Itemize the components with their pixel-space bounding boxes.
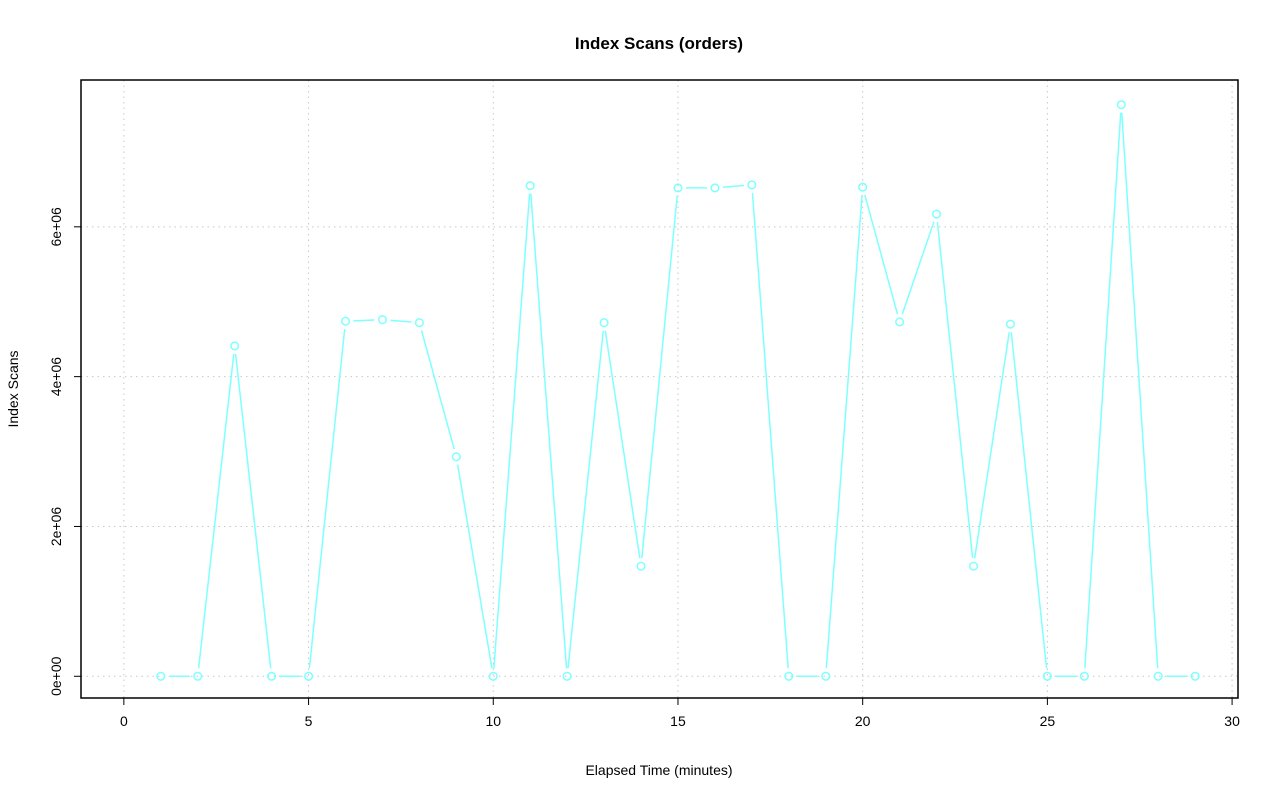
data-point: [340, 316, 351, 326]
series-line-segment: [1084, 112, 1122, 669]
data-point: [1005, 319, 1015, 329]
data-point: [599, 318, 609, 328]
series: [156, 100, 1200, 681]
series-line-segment: [751, 192, 789, 669]
x-tick-label: 20: [855, 713, 871, 729]
x-tick-label: 10: [485, 713, 501, 729]
data-point: [1190, 671, 1200, 681]
y-tick-label: 2e+06: [48, 507, 64, 547]
data-point: [858, 182, 868, 192]
series-line-segment: [973, 331, 1010, 559]
series-line-segment: [197, 353, 235, 669]
data-point: [193, 671, 203, 681]
y-tick-label: 6e+06: [48, 207, 64, 247]
x-tick-label: 0: [120, 713, 128, 729]
plot-frame: [80, 79, 1239, 699]
series-line-segment: [234, 353, 272, 669]
data-point: [895, 317, 905, 327]
data-point: [1153, 671, 1163, 681]
axes: 0 5 10 15 20 25 30 0e+00 2e+06 4e+06 6e+06: [48, 207, 1240, 729]
data-point: [968, 561, 979, 571]
series-line-segment: [420, 330, 455, 450]
series-line-segment: [1010, 332, 1048, 669]
data-point: [230, 341, 240, 351]
y-axis-label: Index Scans: [5, 350, 21, 427]
data-point: [710, 183, 720, 193]
data-point: [525, 181, 535, 191]
series-line-segment: [567, 330, 605, 669]
x-axis-label: Elapsed Time (minutes): [585, 762, 732, 778]
data-point: [156, 671, 166, 681]
y-tick-label: 0e+00: [48, 656, 64, 696]
data-point: [377, 315, 387, 325]
series-line-segment: [604, 330, 641, 559]
grid: [81, 80, 1238, 698]
series-line-segment: [493, 193, 531, 669]
series-line-segment: [1121, 112, 1159, 669]
x-tick-label: 25: [1040, 713, 1056, 729]
data-point: [414, 318, 424, 328]
data-point: [932, 209, 942, 219]
series-line-segment: [390, 319, 412, 323]
data-point: [821, 671, 831, 681]
series-line-segment: [901, 221, 935, 315]
series-line-segment: [530, 193, 568, 669]
data-point: [673, 183, 683, 193]
series-line-segment: [308, 329, 346, 669]
data-point: [747, 180, 757, 190]
y-tick-label: 4e+06: [48, 357, 64, 397]
series-line-segment: [722, 184, 744, 188]
data-point: [304, 671, 314, 681]
chart-title: Index Scans (orders): [575, 34, 743, 53]
x-tick-label: 15: [670, 713, 686, 729]
data-point: [1116, 100, 1126, 110]
data-point: [636, 561, 646, 571]
data-point: [488, 671, 498, 681]
data-point: [451, 452, 461, 462]
series-line-segment: [353, 319, 375, 322]
data-point: [1079, 671, 1089, 681]
data-point: [267, 671, 277, 681]
x-tick-label: 30: [1224, 713, 1240, 729]
series-line-segment: [456, 464, 493, 669]
data-point: [784, 671, 794, 681]
series-line-segment: [641, 195, 678, 559]
x-tick-label: 5: [305, 713, 313, 729]
series-line-segment: [936, 221, 974, 559]
series-line-segment: [825, 195, 863, 669]
data-point: [1042, 671, 1052, 681]
data-point: [562, 671, 572, 681]
series-line-segment: [864, 194, 899, 315]
